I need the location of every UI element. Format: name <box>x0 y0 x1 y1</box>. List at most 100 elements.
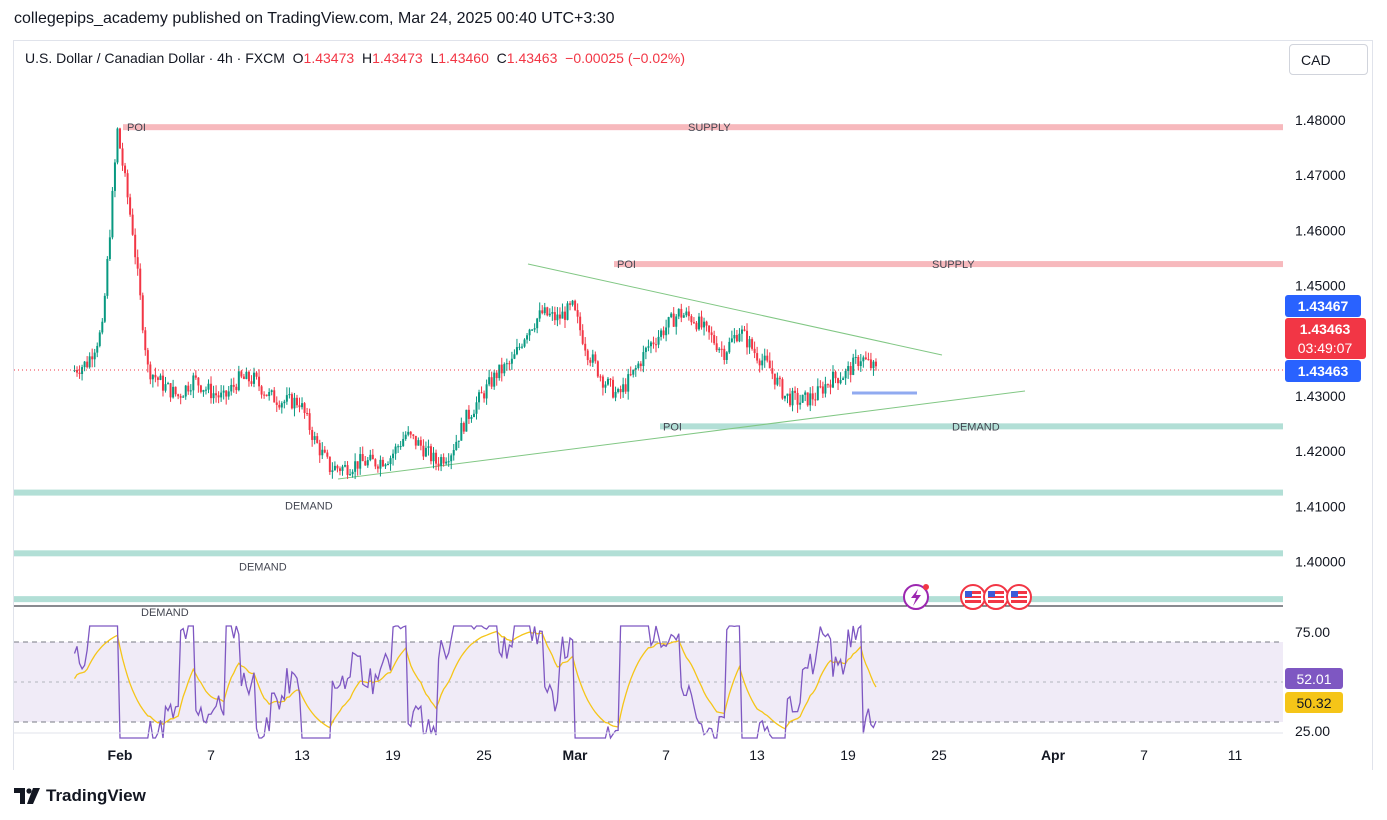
candle-body <box>283 401 286 404</box>
rsi-line <box>73 624 877 740</box>
candle-body <box>612 379 615 398</box>
candle-body <box>119 128 121 149</box>
demand-zone <box>660 423 1283 430</box>
candle-body <box>526 335 529 340</box>
candle-body <box>758 360 761 366</box>
candle-body <box>738 333 741 342</box>
candle-body <box>392 453 395 459</box>
candle-body <box>86 361 89 368</box>
candle-body <box>278 404 281 408</box>
candle-body <box>581 330 584 344</box>
candle-body <box>217 395 220 398</box>
candle-body <box>500 364 503 374</box>
candle-body <box>265 394 268 397</box>
candle-body <box>167 383 170 385</box>
supply-zone-label: SUPPLY <box>932 259 975 271</box>
events-layer[interactable] <box>903 584 1032 610</box>
candle-body <box>619 389 622 393</box>
tradingview-watermark[interactable]: TradingView <box>14 786 146 806</box>
candle-body <box>690 316 693 323</box>
candle-body <box>743 329 746 331</box>
candle-body <box>144 330 147 351</box>
candle-body <box>399 446 402 448</box>
candle-body <box>258 376 261 387</box>
candle-body <box>457 440 460 442</box>
candle-body <box>207 383 210 390</box>
candle-body <box>548 313 551 316</box>
candle-body <box>318 442 321 456</box>
us-flag-event-icon <box>1006 584 1032 610</box>
candle-body <box>467 409 470 419</box>
rsi-ma-value-label: 50.32 <box>1296 695 1331 711</box>
price-axis: 1.48000 1.47000 1.46000 1.45000 1.43000 1.420… <box>1295 112 1346 570</box>
us-flag-event-icon <box>960 584 986 610</box>
candle-body <box>306 412 309 414</box>
candle-body <box>495 372 498 379</box>
time-tick-label: 25 <box>931 747 947 763</box>
candle-body <box>834 371 837 379</box>
candle-body <box>91 356 94 360</box>
candle-body <box>829 384 832 388</box>
candle-body <box>419 440 422 446</box>
candle-body <box>101 321 104 333</box>
candle-body <box>660 330 663 337</box>
candle-body <box>639 363 642 367</box>
candle-body <box>442 457 445 464</box>
candle-body <box>576 310 579 317</box>
candle-body <box>874 361 877 367</box>
time-tick-label: 25 <box>476 747 492 763</box>
candle-body <box>376 466 379 469</box>
candle-body <box>136 257 139 269</box>
candle-body <box>414 435 417 446</box>
candle-body <box>76 369 79 373</box>
change-value: −0.00025 (−0.02%) <box>565 50 686 66</box>
candle-body <box>586 350 589 361</box>
candle-body <box>627 374 630 392</box>
candle-body <box>394 446 397 454</box>
price-tick-label: 1.45000 <box>1295 278 1346 294</box>
candle-body <box>146 350 149 365</box>
candle-body <box>129 197 132 215</box>
candle-body <box>113 162 116 191</box>
candle-body <box>174 386 177 395</box>
candle-body <box>778 377 781 380</box>
price-tick-label: 1.43000 <box>1295 388 1346 404</box>
candle-body <box>331 470 334 473</box>
chart-frame <box>13 40 1373 770</box>
candle-body <box>288 394 291 396</box>
candle-body <box>404 434 407 439</box>
time-tick-label: 7 <box>207 747 215 763</box>
currency-button[interactable]: CAD <box>1289 44 1368 75</box>
candle-body <box>806 392 809 406</box>
candle-body <box>756 353 759 361</box>
candle-body <box>402 438 405 447</box>
rsi-value-label: 52.01 <box>1296 671 1331 687</box>
candle-body <box>720 348 723 350</box>
lightning-glyph <box>911 589 921 606</box>
candle-body <box>83 361 86 368</box>
candle-body <box>242 376 245 379</box>
candle-body <box>445 461 448 464</box>
candle-body <box>149 364 152 380</box>
tradingview-logo-icon <box>14 788 40 804</box>
candle-body <box>298 405 301 408</box>
candle-body <box>601 376 604 388</box>
candle-body <box>172 386 175 398</box>
candle-body <box>73 369 76 372</box>
candle-body <box>472 413 475 418</box>
candle-body <box>624 384 627 392</box>
candle-body <box>103 295 106 322</box>
candle-body <box>801 394 804 403</box>
candle-body <box>804 392 807 395</box>
publish-line: collegepips_academy published on Trading… <box>14 10 615 27</box>
candle-body <box>98 332 101 346</box>
blue-bottom-label-bg <box>1285 360 1361 382</box>
candle-body <box>280 403 283 408</box>
candle-body <box>622 384 625 393</box>
candle-body <box>422 445 425 457</box>
candle-body <box>156 377 159 380</box>
candle-body <box>591 354 594 363</box>
candle-body <box>831 371 834 388</box>
candle-body <box>366 460 369 466</box>
